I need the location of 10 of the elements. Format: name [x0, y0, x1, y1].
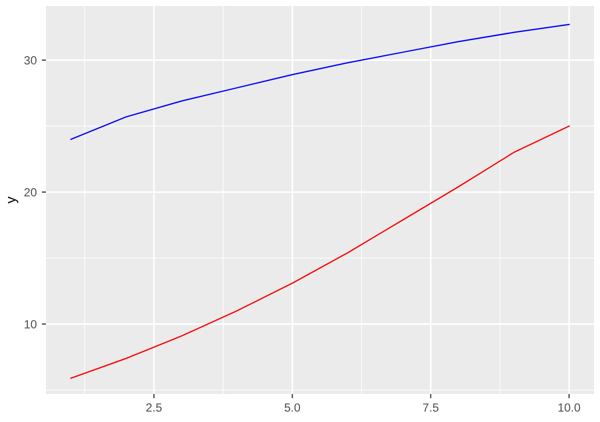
y-axis-title: y	[8, 196, 18, 204]
y-tick-label: 20	[24, 188, 37, 196]
x-tick-label: 2.5	[146, 403, 162, 412]
x-tick-label: 7.5	[423, 403, 438, 412]
line-series	[70, 125, 570, 379]
line-series	[70, 24, 570, 140]
x-tick-label: 10.0	[558, 403, 580, 412]
y-tick-label: 30	[24, 56, 37, 65]
x-tick-label: 5.0	[284, 403, 300, 412]
y-tick-label: 10	[24, 320, 37, 328]
